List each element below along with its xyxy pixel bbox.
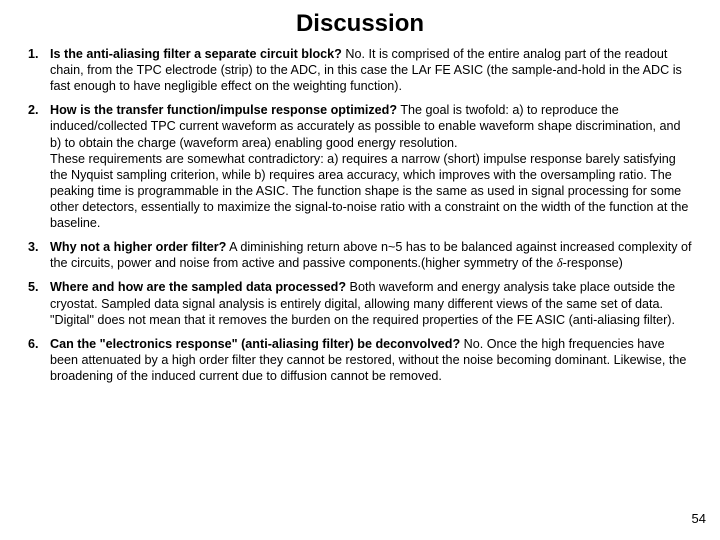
item-answer-cont: These requirements are somewhat contradi…	[50, 152, 688, 230]
list-item: 5. Where and how are the sampled data pr…	[28, 279, 692, 327]
item-body: Can the "electronics response" (anti-ali…	[50, 336, 692, 384]
item-number: 2.	[28, 102, 50, 231]
list-item: 3. Why not a higher order filter? A dimi…	[28, 239, 692, 271]
item-body: Is the anti-aliasing filter a separate c…	[50, 46, 692, 94]
item-body: How is the transfer function/impulse res…	[50, 102, 692, 231]
item-body: Why not a higher order filter? A diminis…	[50, 239, 692, 271]
item-question: Is the anti-aliasing filter a separate c…	[50, 47, 342, 61]
item-number: 5.	[28, 279, 50, 327]
item-question: Can the "electronics response" (anti-ali…	[50, 337, 460, 351]
item-question: Where and how are the sampled data proce…	[50, 280, 346, 294]
item-question: Why not a higher order filter?	[50, 240, 226, 254]
item-question: How is the transfer function/impulse res…	[50, 103, 397, 117]
item-body: Where and how are the sampled data proce…	[50, 279, 692, 327]
item-answer-post: -response)	[563, 256, 623, 270]
item-number: 1.	[28, 46, 50, 94]
discussion-list: 1. Is the anti-aliasing filter a separat…	[28, 46, 692, 384]
page-title: Discussion	[28, 10, 692, 38]
list-item: 6. Can the "electronics response" (anti-…	[28, 336, 692, 384]
item-number: 6.	[28, 336, 50, 384]
list-item: 1. Is the anti-aliasing filter a separat…	[28, 46, 692, 94]
item-number: 3.	[28, 239, 50, 271]
slide-page: Discussion 1. Is the anti-aliasing filte…	[0, 0, 720, 540]
page-number: 54	[692, 511, 706, 526]
list-item: 2. How is the transfer function/impulse …	[28, 102, 692, 231]
